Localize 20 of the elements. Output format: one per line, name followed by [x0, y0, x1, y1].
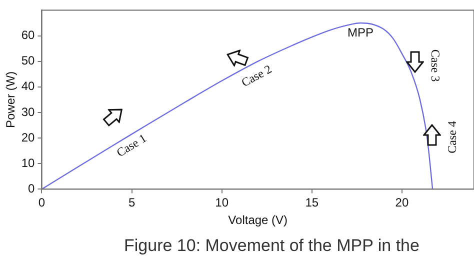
x-axis-title: Voltage (V)	[228, 213, 288, 228]
y-tick-label: 10	[21, 156, 36, 170]
y-tick-label: 60	[21, 28, 36, 42]
y-axis-title: Power (W)	[4, 71, 18, 128]
y-tick-label: 20	[21, 130, 36, 144]
x-tick-label: 20	[395, 196, 409, 210]
annotation: Case 4	[445, 121, 460, 154]
y-tick-label: 50	[21, 54, 36, 68]
x-tick-label: 10	[215, 196, 229, 210]
x-tick-label: 15	[305, 196, 319, 210]
y-tick-label: 0	[28, 182, 36, 196]
y-tick-label: 40	[21, 79, 36, 94]
annotation: Case 1	[114, 130, 149, 160]
annotation: Case 2	[238, 62, 274, 90]
x-tick-label: 0	[38, 196, 46, 210]
x-tick-label: 5	[128, 196, 136, 210]
annotation: Case 3	[428, 49, 443, 82]
annotation: MPP	[348, 25, 374, 40]
y-tick-label: 30	[21, 104, 36, 119]
caption: Figure 10: Movement of the MPP in the	[124, 236, 420, 256]
